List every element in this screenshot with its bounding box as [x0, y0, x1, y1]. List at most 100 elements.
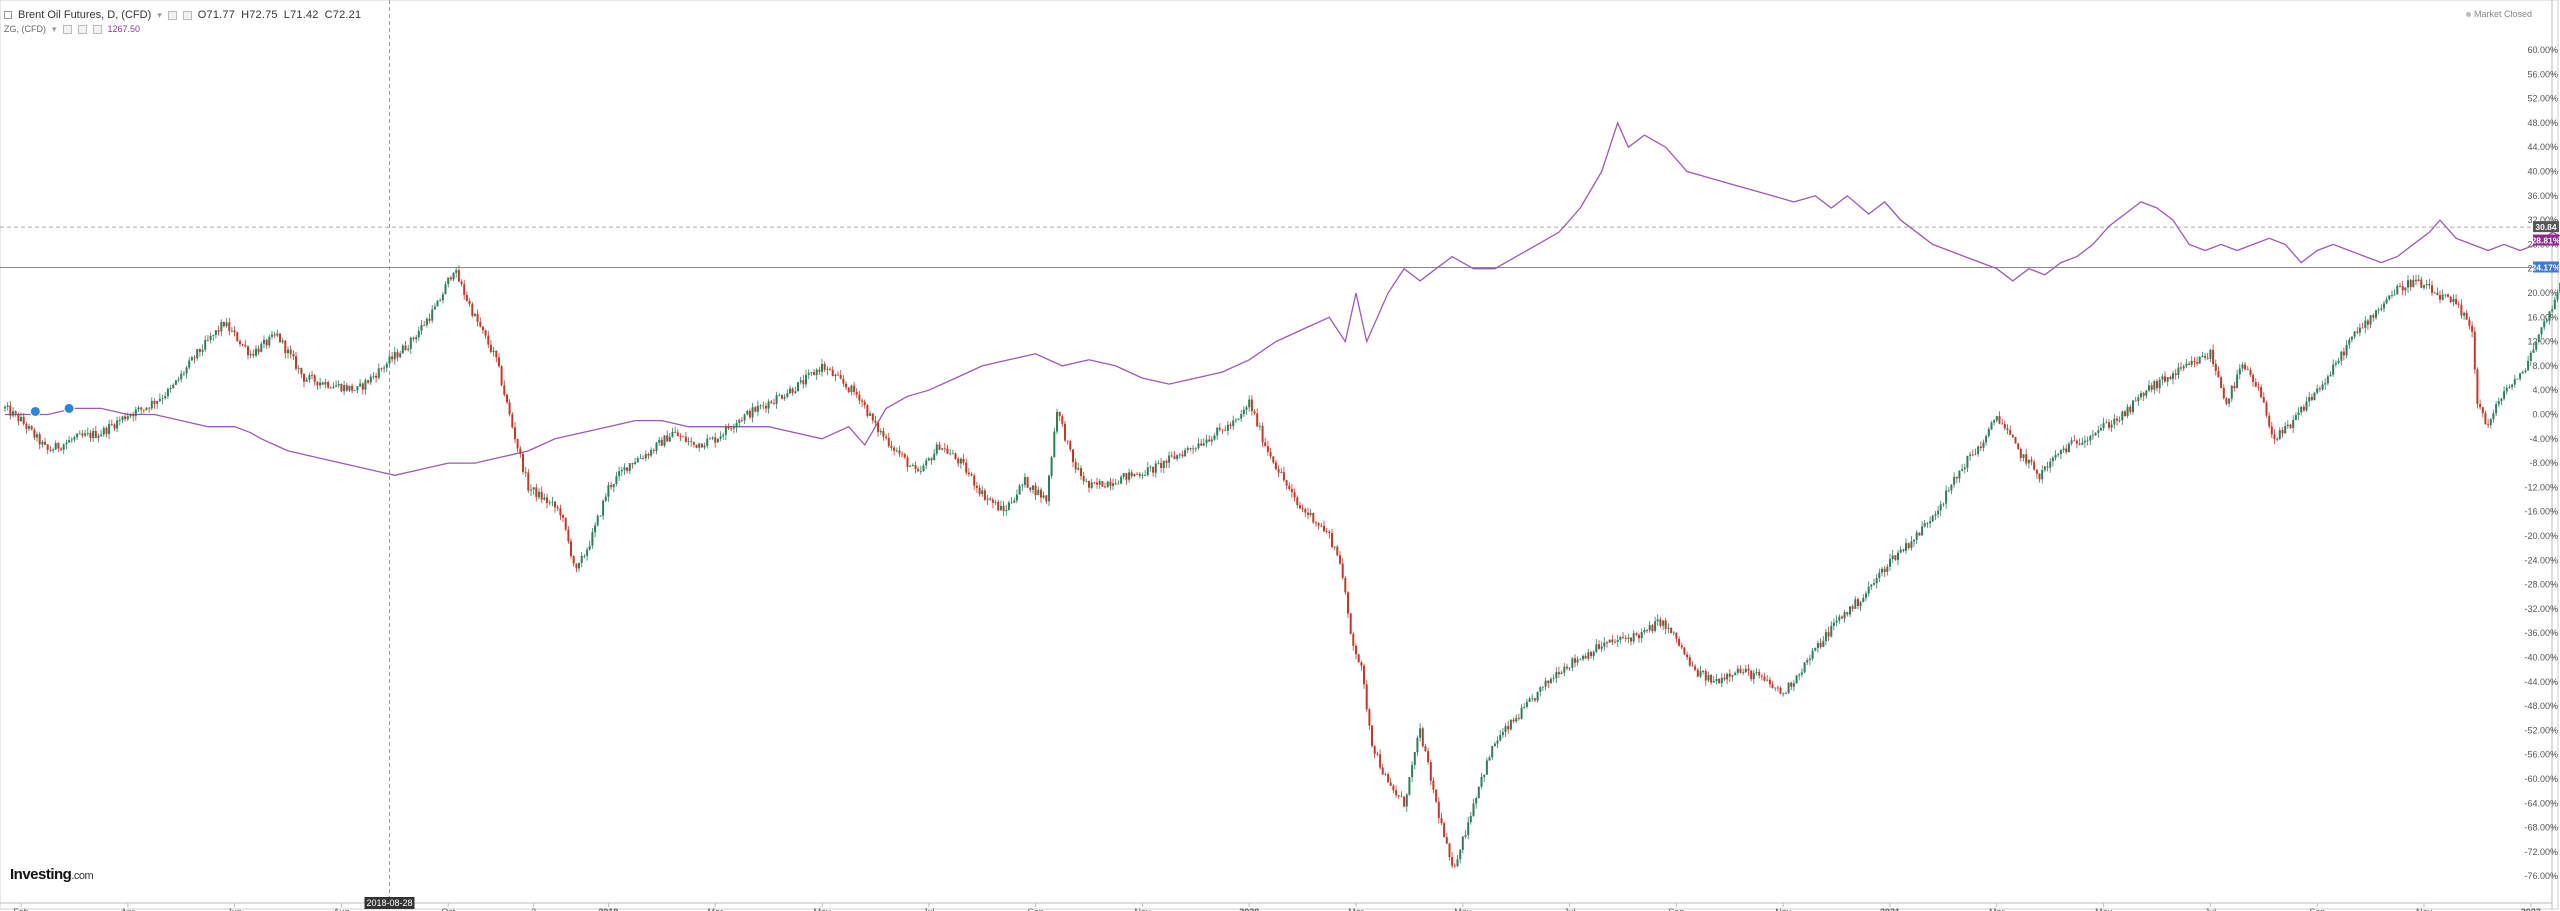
candle-body [2238, 368, 2241, 375]
candle-body [81, 433, 84, 436]
candle-body [1739, 668, 1742, 673]
candle-body [2204, 356, 2207, 358]
candle-body [1985, 436, 1988, 443]
chevron-down-icon[interactable]: ▾ [52, 23, 57, 34]
candle-body [615, 476, 618, 484]
candle-body [2132, 400, 2134, 413]
candle-body [1066, 440, 1069, 442]
settings-icon[interactable] [77, 24, 87, 34]
candle-body [1897, 552, 1899, 560]
candle-body [260, 343, 263, 352]
candle-body [1899, 549, 1902, 553]
candle-body [810, 372, 813, 374]
candle-body [1779, 687, 1782, 694]
candle-body [1504, 726, 1507, 732]
candle-body [14, 411, 17, 414]
candle-body [1397, 795, 1400, 797]
settings-icon[interactable] [182, 10, 192, 20]
event-marker-icon[interactable] [29, 405, 41, 417]
candle-body [631, 463, 634, 465]
candle-body [1841, 616, 1843, 619]
candle-body [1309, 512, 1312, 515]
candle-body [1643, 630, 1646, 633]
candle-body [853, 385, 856, 392]
main-series-title[interactable]: Brent Oil Futures, D, (CFD) [18, 9, 152, 21]
event-marker-icon[interactable] [63, 402, 75, 414]
candle-body [1947, 490, 1950, 492]
candle-body [172, 384, 175, 388]
candle-body [60, 448, 63, 450]
candle-body [1018, 485, 1021, 495]
candle-body [249, 353, 252, 356]
chevron-down-icon[interactable]: ▾ [157, 9, 162, 20]
candle-body [850, 385, 853, 392]
candle-body [826, 369, 829, 371]
candle-body [1742, 672, 1745, 673]
x-tick-label: Oct [441, 907, 456, 911]
candle-body [1080, 468, 1082, 477]
candle-body [367, 380, 370, 383]
candle-body [1606, 642, 1608, 644]
candle-body [1651, 625, 1654, 631]
close-icon[interactable] [92, 24, 102, 34]
y-tick-label: -64.00% [2524, 798, 2558, 808]
candle-body [1002, 505, 1005, 512]
candle-body [2364, 320, 2367, 328]
candle-body [682, 436, 685, 438]
candle-body [2038, 473, 2041, 480]
candle-body [1290, 489, 1293, 493]
candle-body [463, 284, 466, 295]
candle-body [786, 393, 789, 397]
candle-body [1566, 666, 1568, 669]
candle-body [1987, 429, 1990, 436]
candle-body [2212, 349, 2215, 364]
candle-body [233, 330, 236, 333]
candle-body [1202, 443, 1205, 446]
candle-body [102, 427, 105, 435]
candle-body [1734, 672, 1737, 676]
candle-body [1005, 510, 1008, 512]
candle-body [36, 434, 38, 438]
candle-body [1499, 735, 1502, 741]
candle-body [2228, 398, 2231, 404]
candle-body [244, 344, 247, 347]
candle-body [487, 335, 490, 345]
candle-body [2297, 412, 2300, 415]
candle-body [217, 330, 220, 332]
eye-icon[interactable] [62, 24, 72, 34]
candle-body [1523, 707, 1526, 708]
candle-body [2054, 454, 2057, 458]
eye-icon[interactable] [167, 10, 177, 20]
candle-body [492, 350, 495, 352]
candle-body [2158, 379, 2161, 389]
candle-body [1440, 818, 1443, 824]
compare-series-title[interactable]: ZG, (CFD) [4, 24, 46, 34]
candle-body [519, 448, 522, 454]
candle-body [1485, 760, 1488, 775]
candle-body [196, 349, 199, 359]
candle-body [684, 436, 687, 442]
candle-body [252, 353, 255, 356]
candle-body [377, 368, 380, 378]
candle-body [949, 453, 952, 455]
candle-body [420, 325, 423, 331]
candle-body [2121, 411, 2124, 421]
candle-body [524, 471, 527, 473]
candle-body [1587, 652, 1590, 659]
candle-body [2059, 449, 2062, 454]
candle-body [620, 470, 623, 472]
candle-body [329, 387, 332, 389]
candle-body [1541, 686, 1544, 688]
candle-body [1248, 399, 1251, 408]
candle-body [1913, 539, 1915, 542]
candle-body [148, 407, 151, 409]
candle-body [740, 420, 743, 421]
candle-body [1339, 555, 1341, 564]
candle-body [1993, 420, 1996, 423]
candle-body [116, 420, 119, 429]
candle-body [775, 395, 778, 404]
candle-body [1106, 481, 1109, 488]
collapse-toggle-icon[interactable] [4, 11, 12, 19]
candle-body [2505, 387, 2508, 392]
